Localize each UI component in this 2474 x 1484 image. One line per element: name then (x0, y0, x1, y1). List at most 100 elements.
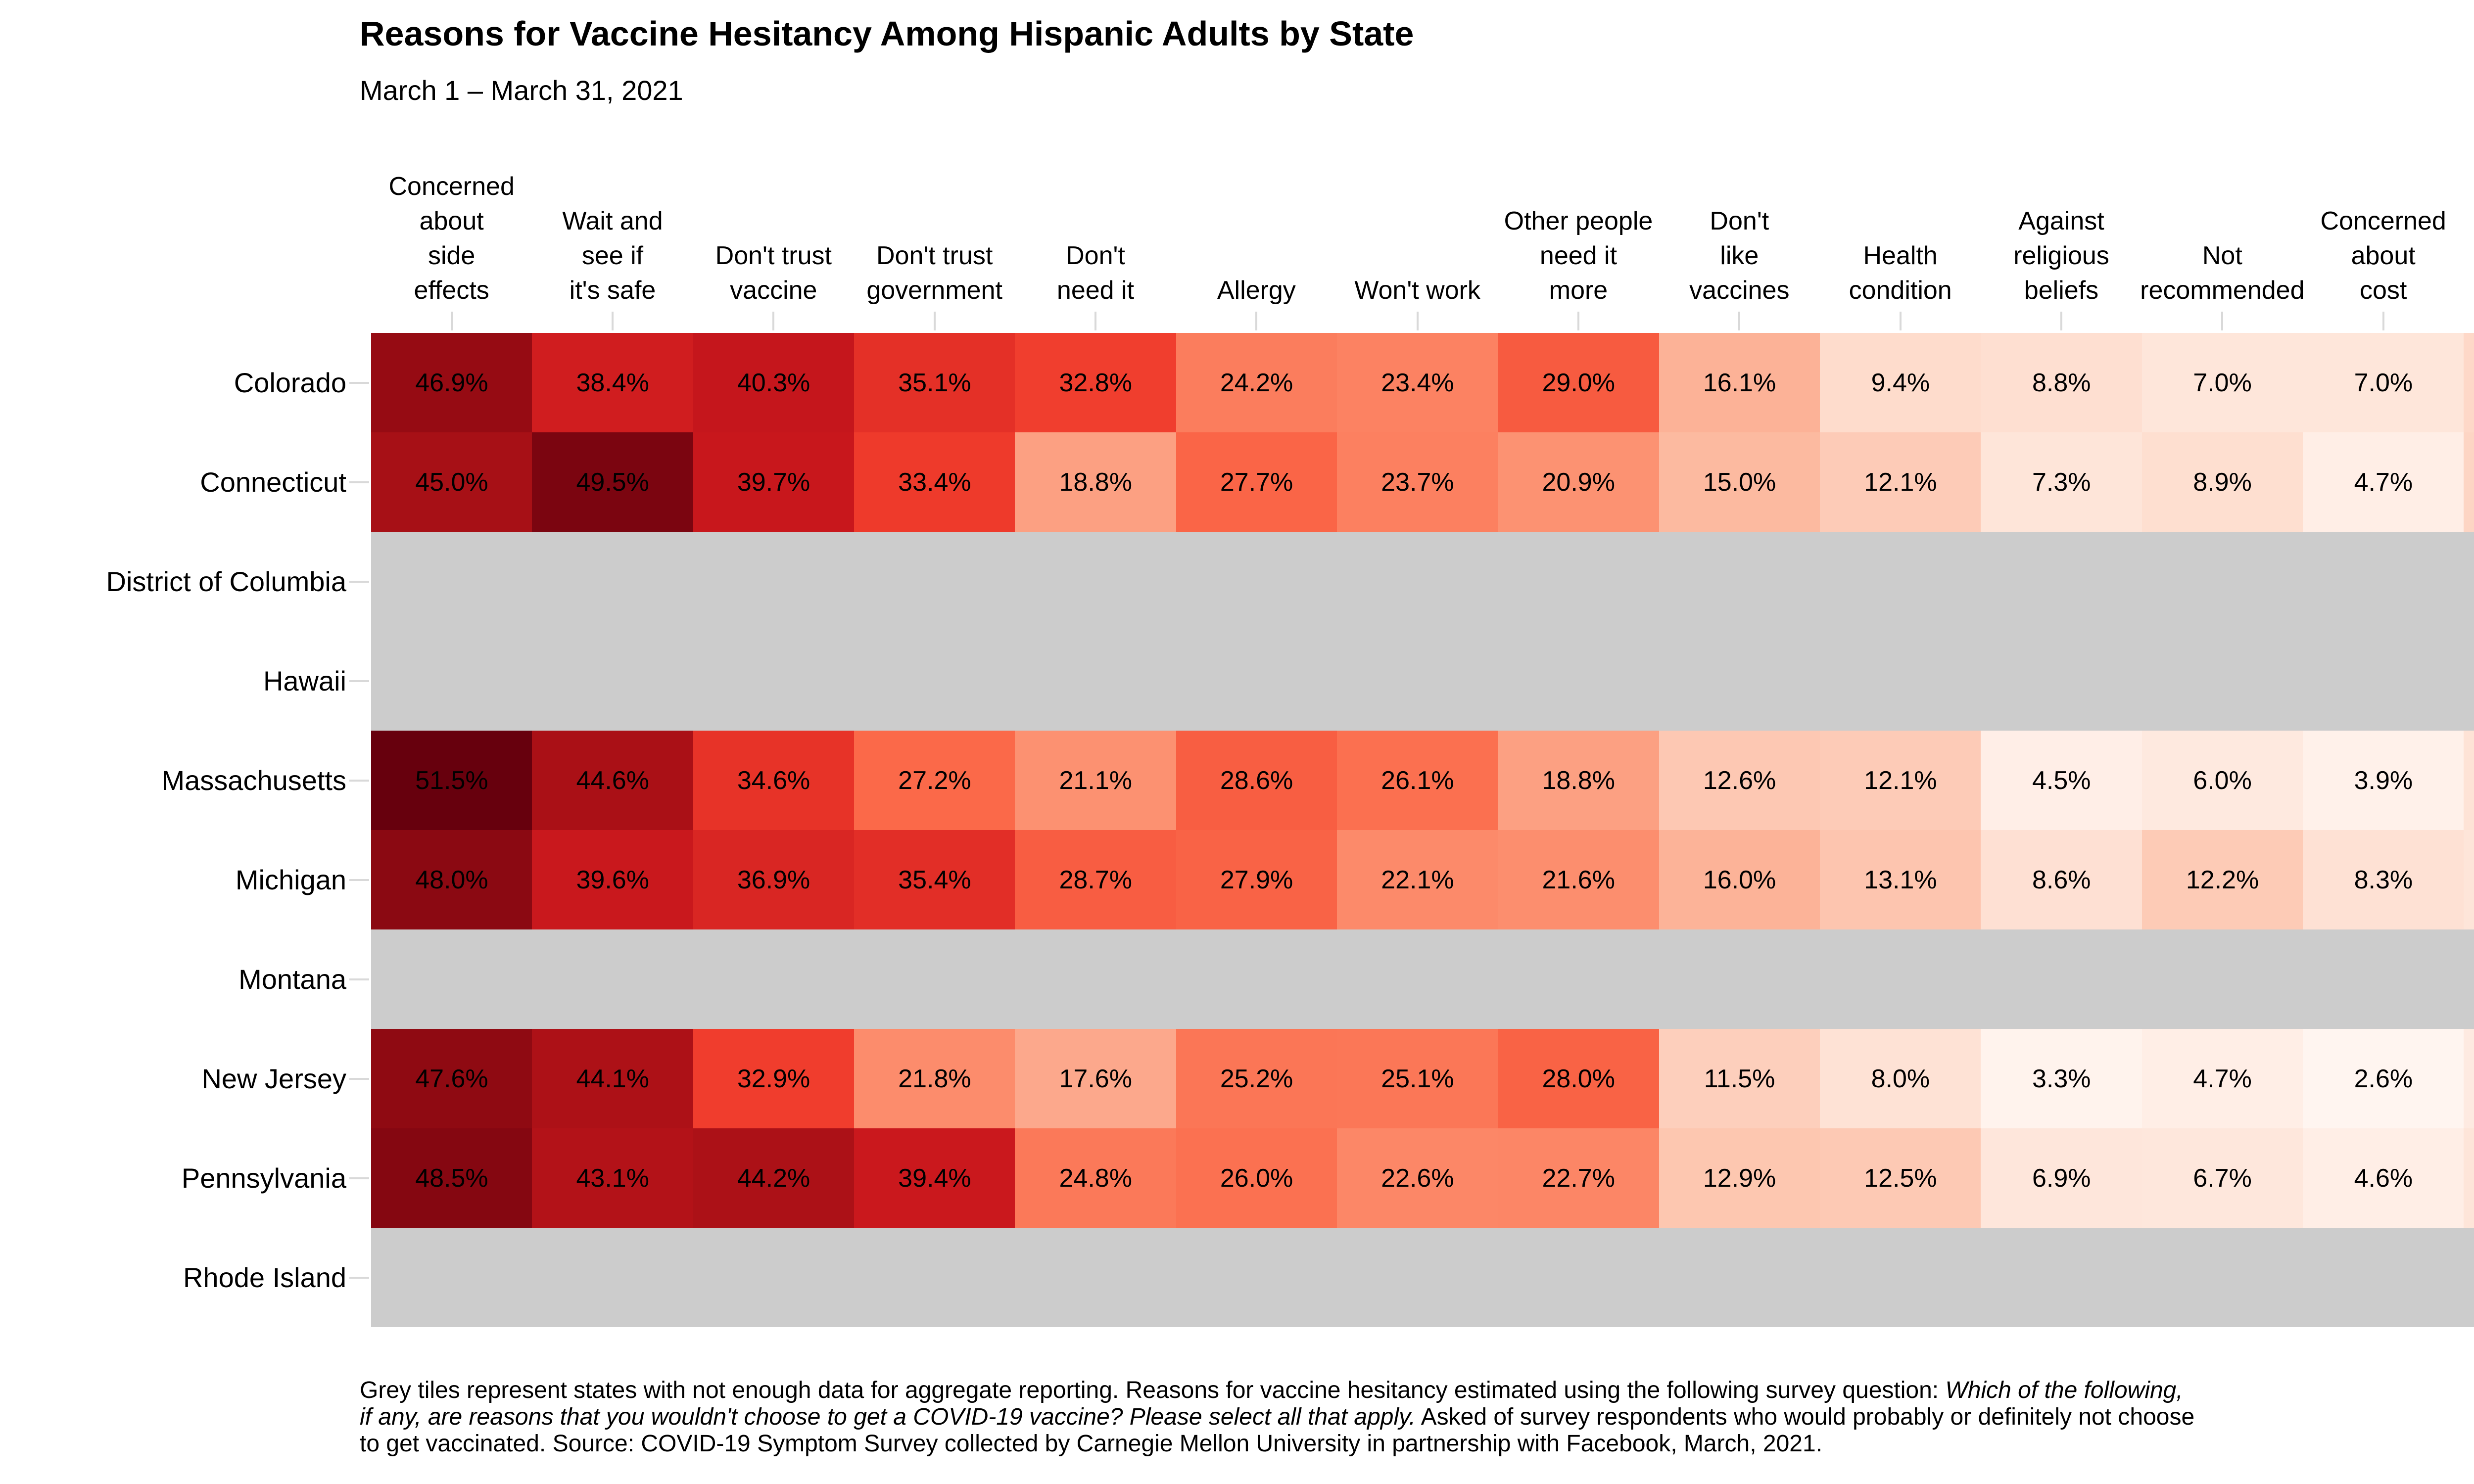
heatmap-cell: 7.3% (1981, 432, 2142, 532)
heatmap-cell: 24.2% (1176, 333, 1337, 432)
chart-title: Reasons for Vaccine Hesitancy Among Hisp… (360, 14, 1414, 53)
heatmap-cell-value: 2.6% (2354, 1064, 2413, 1093)
heatmap-cell: 33.4% (854, 432, 1015, 532)
heatmap-cell-value: 4.7% (2193, 1064, 2252, 1093)
heatmap-cell: 27.2% (854, 731, 1015, 830)
heatmap-cell: 45.0% (371, 432, 532, 532)
column-axis-tick (2382, 312, 2384, 330)
heatmap-cell: 3.3% (1981, 1029, 2142, 1128)
heatmap-cell: 7.0% (2302, 333, 2464, 432)
row-axis-tick-left (349, 1177, 369, 1179)
heatmap-cell: 16.0% (1659, 830, 1820, 929)
heatmap-cell: 8.3% (2302, 830, 2464, 929)
heatmap-cell: 4.7% (2302, 432, 2464, 532)
heatmap-cell-value: 29.0% (1542, 368, 1615, 397)
heatmap-cell: 18.8% (1015, 432, 1177, 532)
heatmap-cell: 22.6% (1336, 1128, 1498, 1228)
row-label: Rhode Island (183, 1262, 346, 1293)
heatmap-cell-value: 33.4% (898, 467, 971, 497)
heatmap-cell-value: 51.5% (415, 766, 488, 795)
column-axis-tick (933, 312, 936, 330)
column-header: Wait and see if it's safe (562, 207, 663, 305)
heatmap-cell: 6.7% (2141, 1128, 2303, 1228)
heatmap-cell-value: 4.5% (2032, 766, 2091, 795)
column-axis-tick (1094, 312, 1096, 330)
heatmap-cell: 21.1% (1015, 731, 1177, 830)
heatmap-cell: 6.9% (1981, 1128, 2142, 1228)
heatmap-cell-value: 46.9% (415, 368, 488, 397)
heatmap-cell: 4.7% (2141, 1029, 2303, 1128)
heatmap-cell: 6.0% (2141, 731, 2303, 830)
heatmap-cell: 24.8% (1015, 1128, 1177, 1228)
heatmap-cell-value: 3.3% (2032, 1064, 2091, 1093)
row-axis-tick-left (349, 580, 369, 583)
row-label: Hawaii (263, 665, 346, 696)
heatmap-cell: 27.9% (1176, 830, 1337, 929)
column-axis-tick (1738, 312, 1741, 330)
heatmap-cell-value: 21.8% (898, 1064, 971, 1093)
heatmap-cell-value: 44.6% (576, 766, 649, 795)
heatmap-cell: 12.2% (2141, 830, 2303, 929)
heatmap-cell-value: 16.1% (1703, 368, 1776, 397)
column-header: Pregnancy (2414, 273, 2474, 308)
heatmap-cell: 8.0% (1819, 1029, 1981, 1128)
heatmap-cell-value: 25.1% (1381, 1064, 1454, 1093)
column-header: Don't like vaccines (1689, 207, 1790, 305)
row-label: District of Columbia (106, 566, 346, 597)
heatmap-cell: 20.9% (1498, 432, 1660, 532)
row-label: Michigan (235, 864, 346, 895)
heatmap-cell: 17.6% (1015, 1029, 1177, 1128)
heatmap-cell: 12.1% (1819, 432, 1981, 532)
heatmap-cell-value: 22.7% (1542, 1163, 1615, 1193)
heatmap-cell-value: 27.9% (1220, 865, 1293, 894)
heatmap-cell: 21.8% (854, 1029, 1015, 1128)
no-data-row (371, 929, 2474, 1029)
heatmap-cell-value: 18.8% (1542, 766, 1615, 795)
heatmap-cell-value: 35.1% (898, 368, 971, 397)
column-axis-tick (1255, 312, 1258, 330)
column-header: Won't work (1354, 276, 1480, 305)
column-header: Health condition (1849, 241, 1952, 305)
row-label: New Jersey (201, 1063, 346, 1094)
footnote-line: Grey tiles represent states with not eno… (360, 1377, 2194, 1404)
column-axis-tick (1416, 312, 1419, 330)
no-data-row (371, 1228, 2474, 1327)
heatmap-cell: 27.7% (1176, 432, 1337, 532)
heatmap-cell: 43.1% (532, 1128, 694, 1228)
footnote-line: if any, are reasons that you wouldn't ch… (360, 1404, 2194, 1431)
heatmap-cell-value: 22.6% (1381, 1163, 1454, 1193)
heatmap-cell-value: 27.7% (1220, 467, 1293, 497)
footnote-line: to get vaccinated. Source: COVID-19 Symp… (360, 1431, 2194, 1457)
column-header: Don't need it (1056, 241, 1135, 305)
heatmap-cell-value: 44.2% (737, 1163, 810, 1193)
heatmap-cell-value: 26.1% (1381, 766, 1454, 795)
heatmap-cell-value: 4.6% (2354, 1163, 2413, 1193)
heatmap-cell-value: 32.8% (1059, 368, 1132, 397)
heatmap-cell-value: 23.4% (1381, 368, 1454, 397)
heatmap-cell: 35.1% (854, 333, 1015, 432)
heatmap-cell: 2.6% (2302, 1029, 2464, 1128)
heatmap-cell: 8.6% (1981, 830, 2142, 929)
heatmap-cell: 44.6% (532, 731, 694, 830)
heatmap-cell: 8.9% (2141, 432, 2303, 532)
heatmap-cell: 7.8% (2464, 731, 2474, 830)
heatmap-cell-value: 16.0% (1703, 865, 1776, 894)
heatmap-cell: 39.6% (532, 830, 694, 929)
row-label: Massachusetts (161, 765, 347, 796)
heatmap-cell-value: 20.9% (1542, 467, 1615, 497)
heatmap-cell-value: 35.4% (898, 865, 971, 894)
heatmap-cell-value: 17.6% (1059, 1064, 1132, 1093)
heatmap-cell: 12.6% (1659, 731, 1820, 830)
heatmap-cell-value: 15.0% (1703, 467, 1776, 497)
row-axis-tick-left (349, 1276, 369, 1279)
heatmap-cell-value: 48.5% (415, 1163, 488, 1193)
heatmap-cell: 47.6% (371, 1029, 532, 1128)
heatmap-cell-value: 21.6% (1542, 865, 1615, 894)
heatmap-cell-value: 22.1% (1381, 865, 1454, 894)
heatmap-cell-value: 18.8% (1059, 467, 1132, 497)
heatmap-cell: 44.2% (693, 1128, 855, 1228)
heatmap-cell-value: 40.3% (737, 368, 810, 397)
heatmap-cell: 10.5% (2464, 432, 2474, 532)
column-header: Concerned about side effects (388, 172, 515, 305)
heatmap-cell-value: 11.5% (1704, 1064, 1775, 1093)
